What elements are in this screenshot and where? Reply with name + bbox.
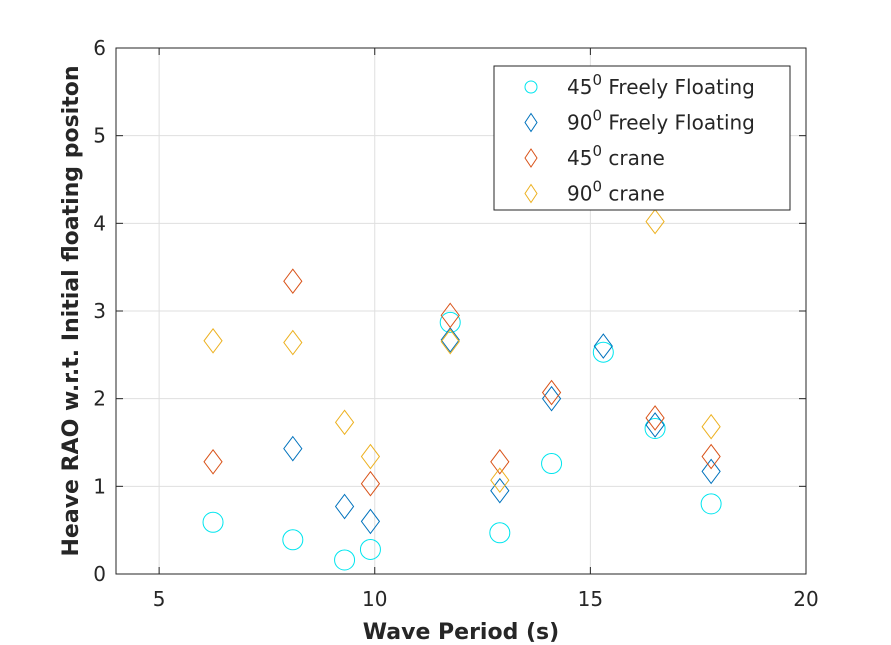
data-point	[203, 327, 223, 354]
series-0-markers	[202, 311, 722, 571]
axis-ticks: 5 10 15 20 0 1 2 3 4 5 6	[93, 36, 818, 611]
legend-marker	[524, 80, 538, 94]
series-1-markers	[283, 327, 721, 535]
legend-marker	[524, 183, 538, 204]
legend-label: 900 crane	[567, 178, 665, 206]
data-point	[593, 333, 613, 359]
data-point	[334, 493, 355, 520]
data-point	[334, 549, 356, 571]
y-axis-label: Heave RAO w.r.t. Initial floating posito…	[59, 66, 84, 557]
y-tick-label: 3	[93, 299, 106, 323]
data-point	[360, 470, 381, 497]
data-point	[592, 341, 614, 363]
data-point	[334, 409, 355, 436]
legend-entry: 900 crane	[524, 178, 665, 206]
data-point	[283, 329, 303, 356]
data-point	[490, 467, 510, 494]
data-markers	[202, 208, 722, 571]
series-3-markers	[203, 208, 721, 494]
legend-label: 900 Freely Floating	[567, 107, 755, 135]
y-tick-label: 4	[93, 211, 106, 235]
data-point	[490, 448, 510, 475]
data-point	[283, 268, 303, 295]
data-point	[440, 302, 460, 329]
y-tick-label: 2	[93, 387, 106, 411]
x-tick-label: 20	[793, 587, 818, 611]
legend-entry: 450 crane	[524, 142, 665, 170]
data-point	[645, 412, 665, 438]
data-point	[439, 311, 461, 333]
y-tick-label: 0	[93, 562, 106, 586]
data-point	[644, 417, 666, 439]
data-point	[360, 443, 381, 470]
data-point	[645, 208, 665, 235]
series-2-markers	[203, 268, 721, 497]
data-point	[202, 511, 224, 533]
data-point	[700, 493, 722, 515]
y-tick-label: 1	[93, 474, 106, 498]
legend-label: 450 Freely Floating	[567, 71, 755, 99]
y-tick-label: 6	[93, 36, 106, 60]
legend: 450 Freely Floating 900 Freely Floating 45…	[493, 65, 791, 211]
data-point	[490, 477, 510, 504]
data-point	[440, 327, 460, 353]
data-point	[440, 328, 460, 355]
data-point	[701, 443, 721, 470]
y-tick-label: 5	[93, 124, 106, 148]
data-point	[541, 379, 562, 406]
legend-label: 450 crane	[567, 142, 665, 170]
data-point	[541, 385, 562, 412]
data-point	[541, 453, 563, 475]
legend-marker	[524, 148, 538, 168]
x-tick-label: 15	[578, 587, 603, 611]
data-point	[701, 413, 721, 440]
x-tick-label: 10	[362, 587, 387, 611]
x-axis-label: Wave Period (s)	[363, 620, 559, 645]
legend-marker	[524, 112, 538, 133]
legend-entry: 450 Freely Floating	[524, 71, 755, 99]
x-tick-label: 5	[153, 587, 166, 611]
data-point	[701, 458, 721, 485]
data-point	[203, 448, 223, 475]
data-point	[360, 508, 381, 535]
legend-entry: 900 Freely Floating	[524, 107, 755, 135]
data-point	[359, 538, 381, 560]
data-point	[489, 522, 511, 544]
data-point	[283, 435, 303, 462]
data-point	[645, 405, 665, 431]
legend-box	[493, 65, 791, 211]
data-point	[282, 529, 304, 551]
